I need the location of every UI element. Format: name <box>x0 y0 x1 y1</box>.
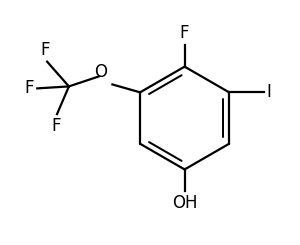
Text: I: I <box>267 83 272 101</box>
Text: F: F <box>180 24 189 42</box>
Text: F: F <box>40 41 50 59</box>
Text: F: F <box>51 117 61 135</box>
Text: OH: OH <box>172 194 197 212</box>
Text: O: O <box>94 63 107 82</box>
Text: F: F <box>25 79 34 98</box>
